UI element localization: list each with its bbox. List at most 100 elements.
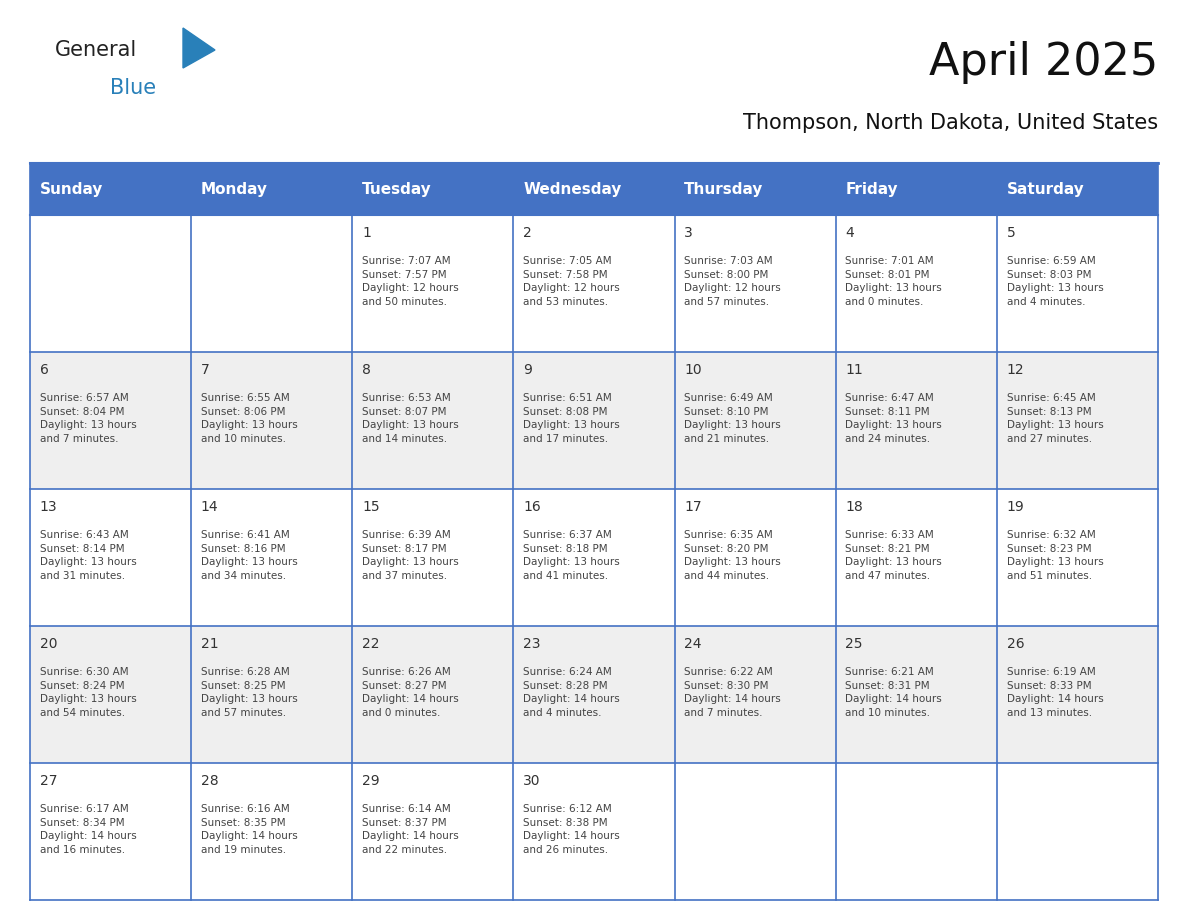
Text: Sunrise: 6:14 AM
Sunset: 8:37 PM
Daylight: 14 hours
and 22 minutes.: Sunrise: 6:14 AM Sunset: 8:37 PM Dayligh… [362,804,459,855]
Text: 8: 8 [362,363,371,377]
Bar [835,163,997,215]
Bar [191,215,353,352]
Bar [30,215,191,352]
Text: 27: 27 [39,774,57,788]
Text: Sunrise: 6:17 AM
Sunset: 8:34 PM
Daylight: 14 hours
and 16 minutes.: Sunrise: 6:17 AM Sunset: 8:34 PM Dayligh… [39,804,137,855]
Text: Sunrise: 6:28 AM
Sunset: 8:25 PM
Daylight: 13 hours
and 57 minutes.: Sunrise: 6:28 AM Sunset: 8:25 PM Dayligh… [201,667,297,718]
Bar [30,763,191,900]
Text: 13: 13 [39,500,57,514]
Bar [675,352,835,489]
Text: 26: 26 [1006,637,1024,651]
Bar [30,163,191,215]
Text: 7: 7 [201,363,209,377]
Text: Sunrise: 6:55 AM
Sunset: 8:06 PM
Daylight: 13 hours
and 10 minutes.: Sunrise: 6:55 AM Sunset: 8:06 PM Dayligh… [201,393,297,444]
Text: Sunrise: 6:53 AM
Sunset: 8:07 PM
Daylight: 13 hours
and 14 minutes.: Sunrise: 6:53 AM Sunset: 8:07 PM Dayligh… [362,393,459,444]
Text: Sunday: Sunday [39,182,103,196]
Text: Sunrise: 6:33 AM
Sunset: 8:21 PM
Daylight: 13 hours
and 47 minutes.: Sunrise: 6:33 AM Sunset: 8:21 PM Dayligh… [846,530,942,581]
Bar [835,489,997,626]
Bar [353,489,513,626]
Bar [513,763,675,900]
Bar [513,626,675,763]
Text: 10: 10 [684,363,702,377]
Bar [675,763,835,900]
Text: 11: 11 [846,363,864,377]
Text: April 2025: April 2025 [929,41,1158,84]
Text: Sunrise: 6:26 AM
Sunset: 8:27 PM
Daylight: 14 hours
and 0 minutes.: Sunrise: 6:26 AM Sunset: 8:27 PM Dayligh… [362,667,459,718]
Bar [353,626,513,763]
Text: Sunrise: 6:32 AM
Sunset: 8:23 PM
Daylight: 13 hours
and 51 minutes.: Sunrise: 6:32 AM Sunset: 8:23 PM Dayligh… [1006,530,1104,581]
Text: 30: 30 [523,774,541,788]
Bar [835,215,997,352]
Text: Tuesday: Tuesday [362,182,431,196]
Bar [513,489,675,626]
Text: 28: 28 [201,774,219,788]
Text: Sunrise: 6:16 AM
Sunset: 8:35 PM
Daylight: 14 hours
and 19 minutes.: Sunrise: 6:16 AM Sunset: 8:35 PM Dayligh… [201,804,297,855]
Bar [30,489,191,626]
Bar [191,352,353,489]
Text: Sunrise: 6:45 AM
Sunset: 8:13 PM
Daylight: 13 hours
and 27 minutes.: Sunrise: 6:45 AM Sunset: 8:13 PM Dayligh… [1006,393,1104,444]
Bar [513,215,675,352]
Text: 23: 23 [523,637,541,651]
Text: 18: 18 [846,500,864,514]
Bar [191,163,353,215]
Text: 25: 25 [846,637,862,651]
Text: Sunrise: 6:47 AM
Sunset: 8:11 PM
Daylight: 13 hours
and 24 minutes.: Sunrise: 6:47 AM Sunset: 8:11 PM Dayligh… [846,393,942,444]
Text: Wednesday: Wednesday [523,182,621,196]
Text: Sunrise: 6:30 AM
Sunset: 8:24 PM
Daylight: 13 hours
and 54 minutes.: Sunrise: 6:30 AM Sunset: 8:24 PM Dayligh… [39,667,137,718]
Bar [997,163,1158,215]
Text: Thompson, North Dakota, United States: Thompson, North Dakota, United States [742,113,1158,133]
Text: 21: 21 [201,637,219,651]
Polygon shape [183,28,215,68]
Text: 2: 2 [523,226,532,240]
Bar [997,763,1158,900]
Bar [30,352,191,489]
Bar [835,763,997,900]
Bar [835,352,997,489]
Text: Sunrise: 6:59 AM
Sunset: 8:03 PM
Daylight: 13 hours
and 4 minutes.: Sunrise: 6:59 AM Sunset: 8:03 PM Dayligh… [1006,256,1104,307]
Text: 16: 16 [523,500,541,514]
Text: 14: 14 [201,500,219,514]
Text: 4: 4 [846,226,854,240]
Text: Sunrise: 6:51 AM
Sunset: 8:08 PM
Daylight: 13 hours
and 17 minutes.: Sunrise: 6:51 AM Sunset: 8:08 PM Dayligh… [523,393,620,444]
Text: 1: 1 [362,226,371,240]
Text: Saturday: Saturday [1006,182,1085,196]
Text: Friday: Friday [846,182,898,196]
Text: Sunrise: 6:41 AM
Sunset: 8:16 PM
Daylight: 13 hours
and 34 minutes.: Sunrise: 6:41 AM Sunset: 8:16 PM Dayligh… [201,530,297,581]
Bar [997,352,1158,489]
Text: 19: 19 [1006,500,1024,514]
Text: Sunrise: 6:19 AM
Sunset: 8:33 PM
Daylight: 14 hours
and 13 minutes.: Sunrise: 6:19 AM Sunset: 8:33 PM Dayligh… [1006,667,1104,718]
Bar [191,763,353,900]
Text: 29: 29 [362,774,380,788]
Text: Sunrise: 6:39 AM
Sunset: 8:17 PM
Daylight: 13 hours
and 37 minutes.: Sunrise: 6:39 AM Sunset: 8:17 PM Dayligh… [362,530,459,581]
Text: Sunrise: 6:24 AM
Sunset: 8:28 PM
Daylight: 14 hours
and 4 minutes.: Sunrise: 6:24 AM Sunset: 8:28 PM Dayligh… [523,667,620,718]
Text: 3: 3 [684,226,693,240]
Bar [353,163,513,215]
Bar [675,215,835,352]
Bar [513,352,675,489]
Bar [675,163,835,215]
Text: 6: 6 [39,363,49,377]
Text: Sunrise: 6:35 AM
Sunset: 8:20 PM
Daylight: 13 hours
and 44 minutes.: Sunrise: 6:35 AM Sunset: 8:20 PM Dayligh… [684,530,781,581]
Bar [353,763,513,900]
Text: Sunrise: 7:01 AM
Sunset: 8:01 PM
Daylight: 13 hours
and 0 minutes.: Sunrise: 7:01 AM Sunset: 8:01 PM Dayligh… [846,256,942,307]
Text: Sunrise: 6:57 AM
Sunset: 8:04 PM
Daylight: 13 hours
and 7 minutes.: Sunrise: 6:57 AM Sunset: 8:04 PM Dayligh… [39,393,137,444]
Text: Sunrise: 6:37 AM
Sunset: 8:18 PM
Daylight: 13 hours
and 41 minutes.: Sunrise: 6:37 AM Sunset: 8:18 PM Dayligh… [523,530,620,581]
Text: Monday: Monday [201,182,267,196]
Text: Sunrise: 7:03 AM
Sunset: 8:00 PM
Daylight: 12 hours
and 57 minutes.: Sunrise: 7:03 AM Sunset: 8:00 PM Dayligh… [684,256,781,307]
Bar [997,215,1158,352]
Text: 22: 22 [362,637,379,651]
Text: Sunrise: 6:12 AM
Sunset: 8:38 PM
Daylight: 14 hours
and 26 minutes.: Sunrise: 6:12 AM Sunset: 8:38 PM Dayligh… [523,804,620,855]
Text: 5: 5 [1006,226,1016,240]
Bar [191,626,353,763]
Bar [997,626,1158,763]
Bar [675,489,835,626]
Text: 24: 24 [684,637,702,651]
Bar [675,626,835,763]
Text: General: General [55,40,138,60]
Bar [513,163,675,215]
Text: 17: 17 [684,500,702,514]
Text: 15: 15 [362,500,380,514]
Text: Sunrise: 6:22 AM
Sunset: 8:30 PM
Daylight: 14 hours
and 7 minutes.: Sunrise: 6:22 AM Sunset: 8:30 PM Dayligh… [684,667,781,718]
Text: Blue: Blue [110,78,156,98]
Bar [997,489,1158,626]
